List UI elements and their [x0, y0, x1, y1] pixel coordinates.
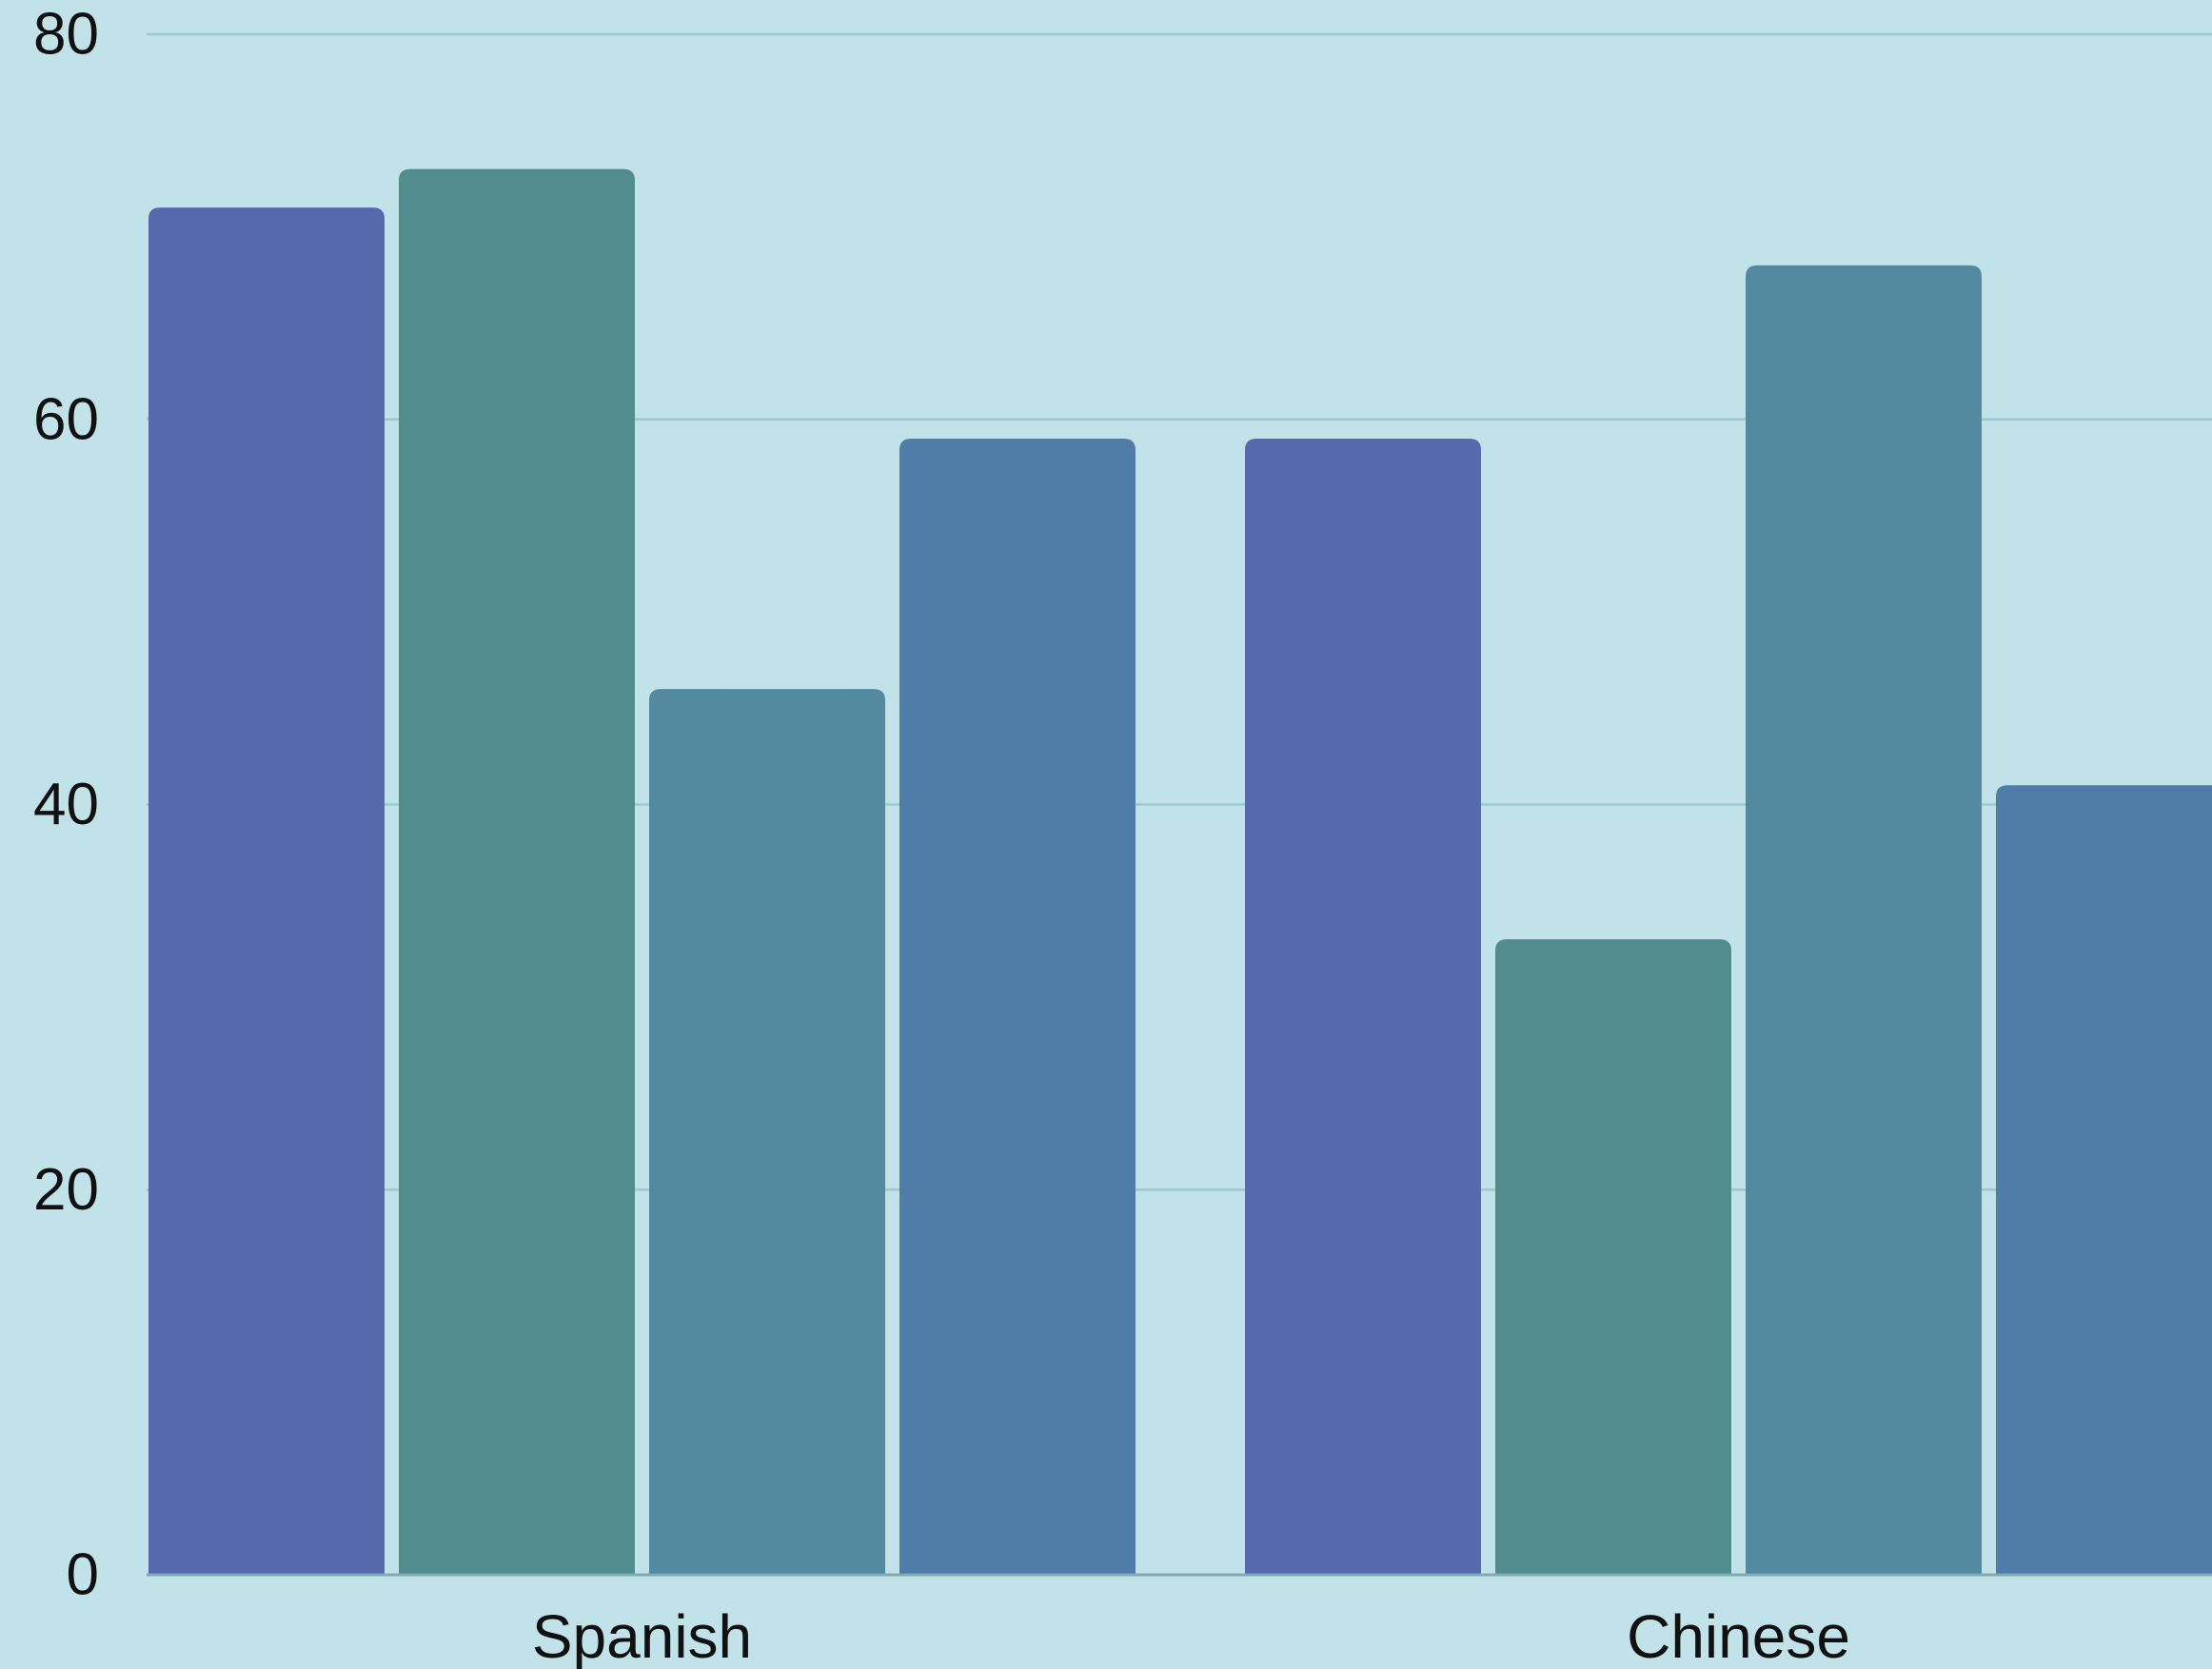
- y-tick-label: 20: [33, 1157, 99, 1223]
- x-category-label: Chinese: [1627, 1602, 1850, 1669]
- bar-chinese-series-1: [1245, 438, 1481, 1575]
- bars-group: [148, 168, 2212, 1576]
- bar-chinese-series-2: [1495, 939, 1731, 1575]
- y-tick-label: 0: [67, 1542, 99, 1608]
- bar-spanish-series-1: [148, 207, 385, 1576]
- y-tick-label: 60: [33, 386, 99, 452]
- bar-spanish-series-3: [649, 689, 885, 1575]
- x-category-label: Spanish: [532, 1602, 752, 1669]
- y-axis: 0 20 40 60 80: [33, 2, 99, 1608]
- bar-chinese-series-3: [1746, 265, 1982, 1576]
- y-tick-label: 40: [33, 772, 99, 837]
- x-axis: Spanish Chinese: [147, 1573, 2212, 1669]
- bar-spanish-series-2: [399, 168, 635, 1576]
- y-tick-label: 80: [33, 2, 99, 68]
- bar-spanish-series-4: [899, 438, 1136, 1575]
- bar-chinese-series-4: [1996, 785, 2212, 1575]
